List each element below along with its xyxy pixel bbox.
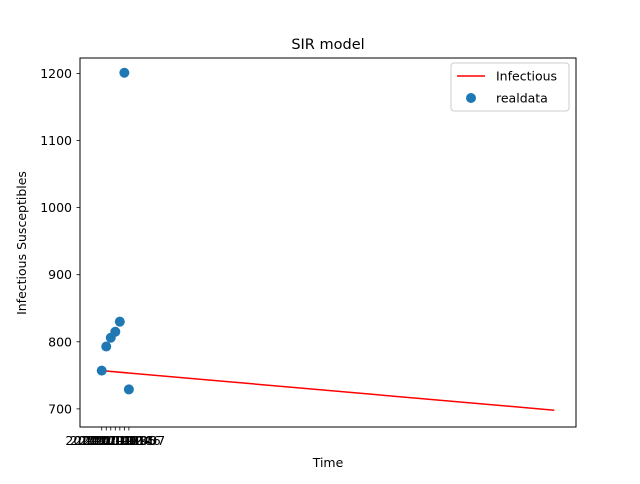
- x-tick-label: 2020-01-03: [74, 433, 147, 448]
- x-tick-label: 2020-01-06: [88, 433, 161, 448]
- realdata-point: [119, 67, 130, 78]
- y-tick-label: 1200: [40, 66, 72, 81]
- y-axis-ticks: 700 800 900 1000 1100 1200: [40, 66, 80, 416]
- infectious-line: [101, 369, 555, 411]
- x-tick-label: 2020-01-05: [83, 433, 156, 448]
- legend-realdata-swatch: [466, 93, 476, 103]
- x-tick-label: 2020-01-02: [70, 433, 143, 448]
- x-tick-label: 2020-01-04: [79, 433, 152, 448]
- chart-title: SIR model: [291, 37, 364, 53]
- realdata-point: [114, 316, 125, 327]
- legend-infectious-label: Infectious: [496, 69, 557, 84]
- realdata-point: [123, 384, 134, 395]
- y-axis-label: Infectious Susceptibles: [14, 171, 29, 315]
- realdata-point: [96, 365, 107, 376]
- y-tick-label: 800: [48, 334, 72, 349]
- y-tick-label: 700: [48, 401, 72, 416]
- x-axis-ticks: 2020-01-012020-01-022020-01-032020-01-04…: [65, 427, 165, 448]
- axes-frame: [79, 57, 577, 428]
- plot-area: [79, 57, 577, 428]
- legend-realdata-label: realdata: [496, 91, 548, 106]
- y-tick-label: 900: [48, 267, 72, 282]
- legend-box: [450, 62, 570, 112]
- y-tick-label: 1100: [40, 133, 72, 148]
- legend: Infectious realdata: [450, 62, 570, 112]
- y-tick-label: 1000: [40, 200, 72, 215]
- x-axis-label: Time: [312, 455, 344, 470]
- realdata-point: [101, 341, 112, 352]
- x-tick-label: 2020-01-01: [65, 433, 138, 448]
- realdata-point: [110, 326, 121, 337]
- x-tick-label: 2020-01-07: [93, 433, 166, 448]
